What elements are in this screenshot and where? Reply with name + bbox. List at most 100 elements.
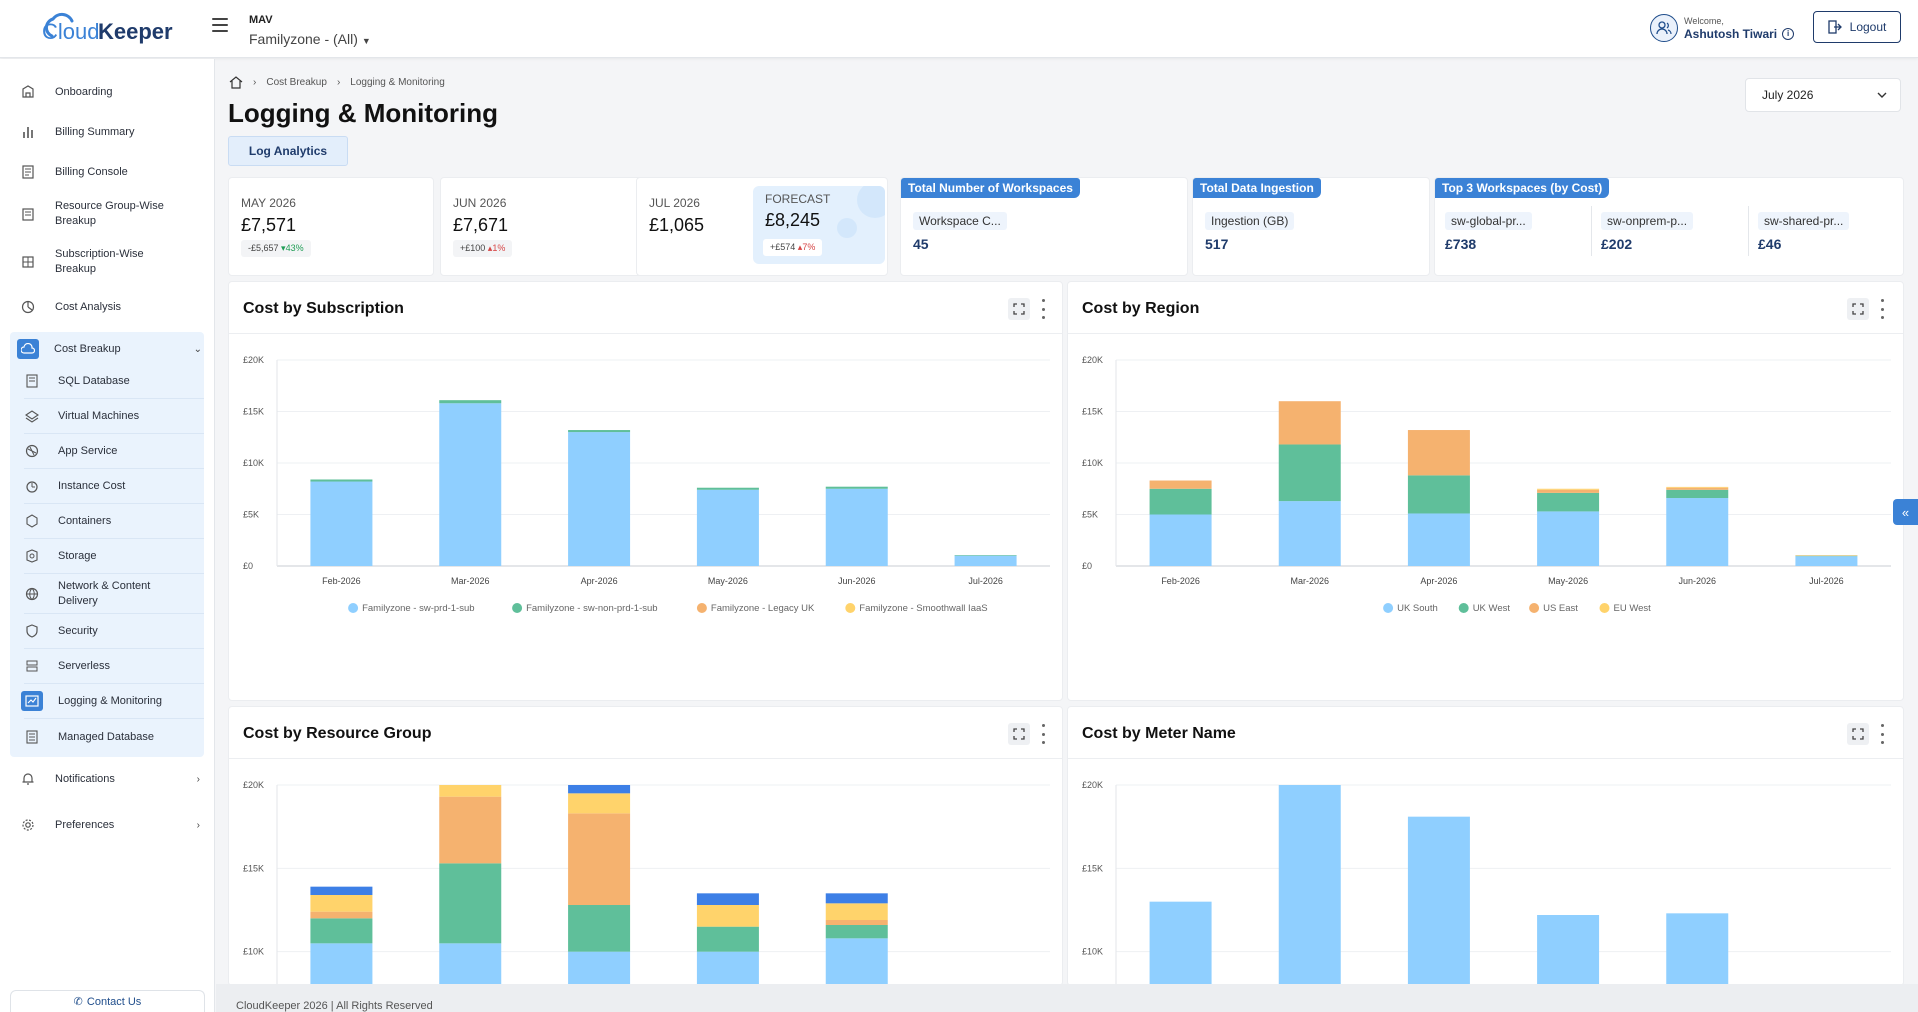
contact-us-label: Contact Us	[86, 995, 142, 1008]
forecast-decoration-icon	[837, 186, 885, 238]
sidebar-subitem-instance-cost[interactable]: Instance Cost	[24, 469, 204, 504]
resource-group-icon	[20, 206, 36, 222]
sidebar-item-billing-console[interactable]: Billing Console	[20, 164, 128, 180]
chart-title: Cost by Meter Name	[1082, 725, 1236, 742]
sidebar-item-label: Resource Group-Wise Breakup	[55, 200, 164, 227]
workspaces-tag: Total Number of Workspaces	[901, 178, 1080, 198]
sidebar-subitem-managed-database[interactable]: Managed Database	[24, 719, 204, 754]
welcome-label: Welcome,	[1684, 15, 1724, 26]
bar-segment	[696, 951, 759, 985]
y-tick-label: £20K	[243, 780, 264, 790]
arrow-up-icon: ▴	[797, 242, 803, 252]
sidebar-item-subscription[interactable]: Subscription-Wise Breakup	[20, 247, 200, 277]
logo-text-keeper: Keeper	[98, 19, 173, 44]
x-tick-label: Jun-2026	[1678, 576, 1716, 586]
sidebar-item-notifications[interactable]: Notifications ›	[20, 771, 200, 787]
serverless-icon	[24, 658, 40, 674]
sidebar-item-preferences[interactable]: Preferences ›	[20, 817, 200, 833]
more-options-icon[interactable]	[1879, 724, 1885, 744]
page-title: Logging & Monitoring	[228, 98, 499, 128]
network-icon	[24, 586, 40, 602]
month-select[interactable]: July 2026	[1745, 78, 1901, 112]
divider	[1068, 333, 1903, 334]
bar-segment	[825, 920, 888, 925]
sidebar-subitem-serverless[interactable]: Serverless	[24, 649, 204, 684]
sidebar-subitem-network[interactable]: Network & Content Delivery	[24, 574, 204, 614]
more-options-icon[interactable]	[1040, 724, 1046, 744]
month-select-value: July 2026	[1762, 88, 1814, 102]
chevron-right-icon: ›	[196, 819, 200, 831]
sidebar-subitem-label: Storage	[58, 550, 97, 562]
info-icon[interactable]: i	[1782, 27, 1795, 40]
ingestion-value: 517	[1205, 236, 1229, 252]
bar-segment	[825, 488, 888, 566]
sidebar-subitem-logging[interactable]: Logging & Monitoring	[21, 684, 204, 719]
expand-icon[interactable]	[1008, 723, 1030, 745]
cost-analysis-icon	[20, 299, 36, 315]
caret-down-icon: ▼	[361, 36, 371, 46]
bar-segment	[310, 895, 373, 912]
chart-card-resource-group: Cost by Resource Group £5K£10K£15K£20K	[228, 706, 1063, 986]
chart-title: Cost by Subscription	[243, 300, 404, 317]
chevron-down-icon[interactable]: ⌄	[193, 343, 202, 355]
sidebar-item-cost-analysis[interactable]: Cost Analysis	[20, 299, 121, 315]
expand-icon[interactable]	[1847, 298, 1869, 320]
sidebar-subitem-containers[interactable]: Containers	[24, 504, 204, 539]
cost-breakup-icon	[17, 339, 39, 359]
top-workspaces-tag: Top 3 Workspaces (by Cost)	[1435, 178, 1610, 198]
sidebar-subitem-label: Instance Cost	[58, 480, 126, 492]
home-icon[interactable]	[229, 76, 243, 89]
expand-icon[interactable]	[1847, 723, 1869, 745]
cloudkeeper-logo[interactable]: Cloud Keeper	[32, 9, 182, 49]
virtual-machines-icon	[24, 408, 40, 424]
sidebar-subitem-virtual-machines[interactable]: Virtual Machines	[24, 399, 204, 434]
app-service-icon	[24, 443, 40, 459]
security-icon	[24, 623, 40, 639]
bar-segment	[825, 893, 888, 904]
more-options-icon[interactable]	[1879, 299, 1885, 319]
logo-text-cloud: Cloud	[42, 19, 99, 44]
sidebar-subitem-storage[interactable]: Storage	[24, 539, 204, 574]
y-tick-label: £20K	[243, 355, 264, 365]
bar-segment	[1537, 488, 1600, 490]
sidebar-subitem-sql-database[interactable]: SQL Database	[24, 364, 204, 399]
y-tick-label: £0	[1082, 561, 1092, 571]
legend-label: UK South	[1397, 603, 1438, 614]
chart-card-meter: Cost by Meter Name £10K £15K £20K	[1067, 706, 1904, 986]
bar-segment	[1537, 492, 1600, 512]
bar-segment	[568, 905, 631, 952]
logout-button[interactable]: Logout	[1813, 11, 1901, 43]
collapse-panel-icon[interactable]: «	[1893, 499, 1918, 525]
bar-segment	[568, 785, 631, 794]
delta-percent: 1%	[492, 243, 506, 253]
org-switcher[interactable]: MAV Familyzone - (All) ▼	[249, 14, 371, 47]
sidebar-subitem-label: App Service	[58, 445, 118, 457]
sidebar-item-resource-group[interactable]: Resource Group-Wise Breakup	[20, 199, 200, 229]
sidebar-item-onboarding[interactable]: Onboarding	[20, 84, 113, 100]
tab-log-analytics[interactable]: Log Analytics	[228, 136, 348, 166]
sidebar-item-billing-summary[interactable]: Billing Summary	[20, 124, 134, 140]
breadcrumb-cost-breakup[interactable]: Cost Breakup	[266, 77, 327, 88]
sidebar-subitem-app-service[interactable]: App Service	[24, 434, 204, 469]
more-options-icon[interactable]	[1040, 299, 1046, 319]
top-workspace-name: sw-onprem-p...	[1601, 212, 1694, 230]
bar-segment	[310, 918, 373, 944]
delta-percent: 43%	[285, 243, 304, 253]
phone-icon: ✆	[73, 996, 83, 1008]
sidebar-item-cost-breakup[interactable]: Cost Breakup ⌄	[17, 339, 204, 359]
sidebar-item-label: Notifications	[55, 772, 115, 785]
bar-segment	[1537, 511, 1600, 566]
expand-icon[interactable]	[1008, 298, 1030, 320]
logout-label: Logout	[1849, 20, 1887, 34]
bar-segment	[696, 905, 759, 927]
user-profile[interactable]: Welcome, Ashutosh Tiwari i	[1650, 14, 1795, 42]
sidebar-subitem-label: SQL Database	[58, 375, 130, 387]
x-tick-label: Jul-2026	[1809, 576, 1844, 586]
sidebar-subitem-security[interactable]: Security	[24, 614, 204, 649]
divider	[1591, 206, 1592, 256]
month-card-may: MAY 2026 £7,571 -£5,657 ▾43%	[228, 177, 434, 276]
contact-us-button[interactable]: ✆ Contact Us	[10, 990, 205, 1012]
hamburger-menu-icon[interactable]	[212, 18, 228, 32]
top-workspace-name: sw-shared-pr...	[1758, 212, 1850, 230]
org-select[interactable]: Familyzone - (All) ▼	[249, 31, 371, 47]
